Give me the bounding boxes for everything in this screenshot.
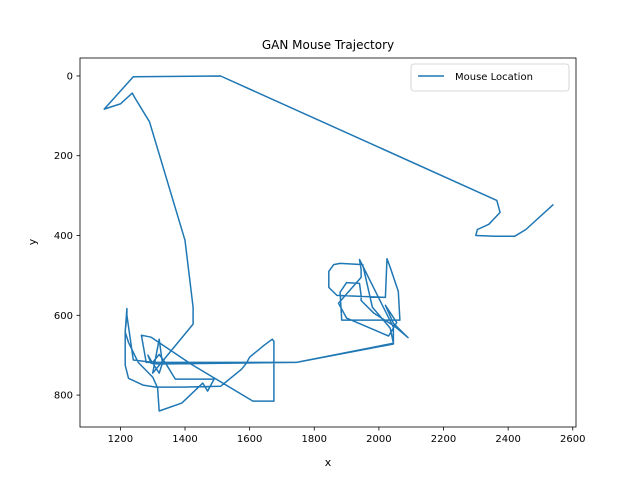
x-tick-label: 1200 — [108, 434, 133, 445]
y-tick-label: 800 — [54, 391, 73, 402]
x-tick-label: 2200 — [431, 434, 456, 445]
plot-area — [103, 75, 554, 412]
x-tick-label: 2000 — [366, 434, 391, 445]
y-tick-label: 400 — [54, 231, 73, 242]
y-tick-label: 0 — [67, 71, 73, 82]
x-axis-label: x — [325, 456, 332, 469]
x-tick-label: 2400 — [495, 434, 520, 445]
x-tick-label: 1600 — [237, 434, 262, 445]
chart-title: GAN Mouse Trajectory — [262, 38, 394, 52]
y-axis-label: y — [26, 238, 39, 245]
y-tick-label: 600 — [54, 311, 73, 322]
legend: Mouse Location — [410, 63, 570, 92]
series-line-0 — [103, 75, 554, 412]
y-tick-label: 200 — [54, 151, 73, 162]
x-tick-label: 1400 — [172, 434, 197, 445]
x-tick-label: 1800 — [302, 434, 327, 445]
legend-label: Mouse Location — [455, 72, 533, 83]
legend-box — [410, 63, 570, 92]
x-tick-label: 2600 — [560, 434, 585, 445]
y-axis: 0 200 400 600 800 — [54, 71, 80, 402]
x-axis: 1200 1400 1600 1800 2000 2200 2400 2600 — [108, 427, 585, 445]
axes-frame — [79, 57, 577, 428]
